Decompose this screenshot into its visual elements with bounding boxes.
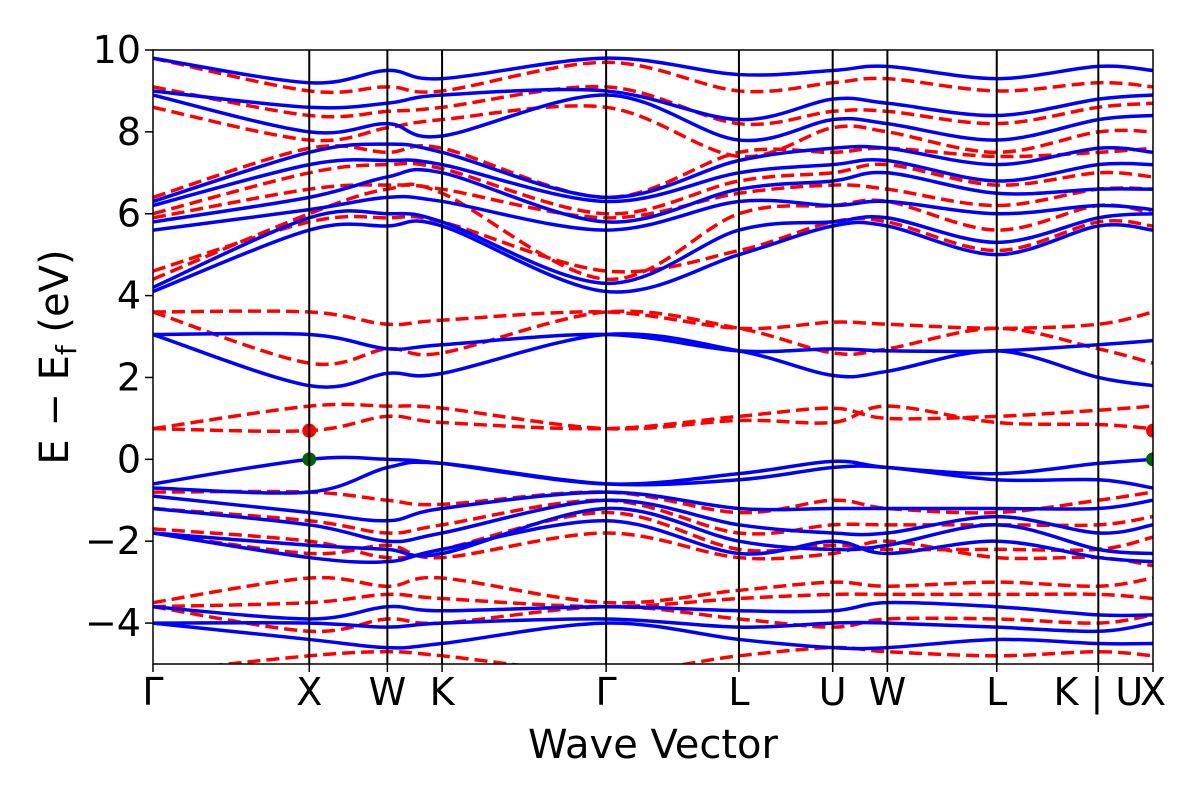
x-tick-label-2: W <box>369 670 407 714</box>
solid-band-14 <box>153 167 1153 224</box>
x-tick-label-1: X <box>296 670 322 714</box>
y-axis-label-main: E − E <box>32 355 78 465</box>
plot-frame <box>152 49 1154 665</box>
y-tick-label-3: 2 <box>117 355 141 399</box>
x-tick-label-7: W <box>869 670 907 714</box>
dashed-band-31 <box>212 645 1153 664</box>
x-tick-label-8: L <box>986 670 1007 714</box>
dashed-band-20 <box>153 404 1153 434</box>
dashed-band-38 <box>153 84 1153 127</box>
solid-band-4 <box>153 506 1153 558</box>
y-axis-label-subscript: f <box>50 344 83 355</box>
x-tick-label-3: K <box>430 670 456 714</box>
solid-band-11 <box>153 219 1153 294</box>
dashed-band-27 <box>153 531 1153 568</box>
solid-band-19 <box>153 56 1153 85</box>
x-tick-label-10: X <box>1140 670 1166 714</box>
solid-band-7 <box>153 617 1153 634</box>
dashed-band-28 <box>153 575 1153 605</box>
solid-band-12 <box>153 209 1153 290</box>
y-axis-label-unit: (eV) <box>32 249 78 345</box>
solid-band-0 <box>153 455 1153 486</box>
y-axis-ticks: −4 −2 0 2 4 6 8 10 <box>85 28 153 645</box>
x-tick-label-5: L <box>728 670 749 714</box>
dashed-band-35 <box>153 161 1153 216</box>
y-tick-label-2: 0 <box>117 437 141 481</box>
solid-band-5 <box>153 518 1153 565</box>
band-edge-marker-2 <box>1146 423 1153 438</box>
solid-band-6 <box>153 600 1153 621</box>
dashed-band-21 <box>153 402 1153 431</box>
dashed-band-33 <box>153 182 1153 281</box>
dashed-band-24 <box>153 489 1153 515</box>
solid-band-13 <box>153 194 1153 232</box>
solid-band-2 <box>153 490 1153 523</box>
y-tick-label-1: −2 <box>85 519 141 563</box>
x-tick-label-9: K | U <box>1053 670 1143 715</box>
dashed-band-23 <box>153 309 1153 367</box>
y-tick-label-4: 4 <box>117 274 141 318</box>
dashed-band-37 <box>153 104 1153 159</box>
band-lines <box>153 56 1153 664</box>
x-tick-label-0: Γ <box>142 670 163 714</box>
y-axis-label: E − Ef (eV) <box>32 249 83 464</box>
dashed-band-29 <box>153 592 1153 609</box>
dashed-band-36 <box>153 143 1153 200</box>
solid-band-15 <box>153 157 1153 208</box>
x-tick-label-6: U <box>819 670 847 714</box>
x-tick-label-4: Γ <box>596 670 617 714</box>
dashed-band-32 <box>153 214 1153 274</box>
solid-band-10 <box>153 331 1153 354</box>
solid-band-17 <box>153 93 1153 143</box>
y-tick-label-6: 8 <box>117 110 141 154</box>
band-edge-marker-3 <box>1146 452 1153 467</box>
solid-band-3 <box>153 498 1153 544</box>
y-tick-label-5: 6 <box>117 192 141 236</box>
solid-band-18 <box>153 87 1153 122</box>
solid-band-16 <box>153 142 1153 204</box>
solid-band-1 <box>153 460 1153 495</box>
y-tick-label-0: −4 <box>85 601 141 645</box>
x-axis-label: Wave Vector <box>528 722 779 768</box>
solid-band-8 <box>153 621 1153 651</box>
y-tick-label-7: 10 <box>93 28 141 72</box>
kpoint-divider-lines <box>308 50 1100 664</box>
